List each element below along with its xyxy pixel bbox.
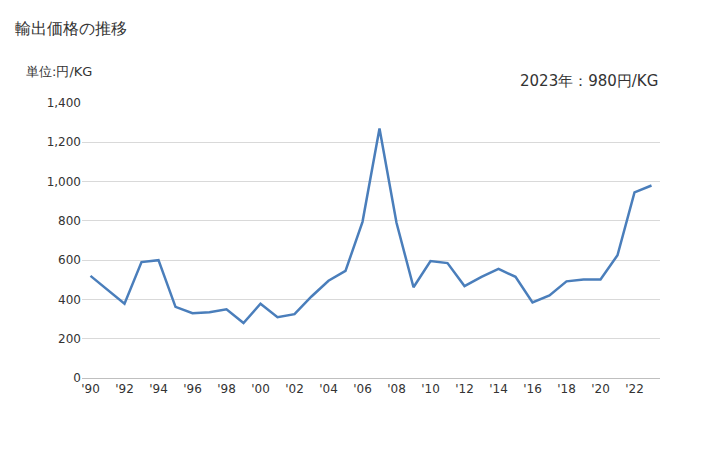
- svg-text:1,400: 1,400: [47, 96, 81, 110]
- svg-text:'12: '12: [455, 382, 474, 396]
- svg-text:'04: '04: [319, 382, 338, 396]
- svg-text:'98: '98: [217, 382, 236, 396]
- svg-text:'16: '16: [523, 382, 542, 396]
- svg-text:800: 800: [58, 214, 81, 228]
- svg-text:0: 0: [73, 371, 81, 385]
- svg-text:'10: '10: [421, 382, 440, 396]
- svg-text:輸出価格の推移: 輸出価格の推移: [15, 19, 127, 38]
- svg-text:400: 400: [58, 293, 81, 307]
- svg-text:'92: '92: [115, 382, 134, 396]
- svg-text:1,000: 1,000: [47, 175, 81, 189]
- svg-text:'08: '08: [387, 382, 406, 396]
- svg-text:'18: '18: [557, 382, 576, 396]
- svg-text:'14: '14: [489, 382, 508, 396]
- svg-text:1,200: 1,200: [47, 135, 81, 149]
- svg-text:'20: '20: [591, 382, 610, 396]
- svg-text:'02: '02: [285, 382, 304, 396]
- svg-text:200: 200: [58, 332, 81, 346]
- svg-text:単位:円/KG: 単位:円/KG: [26, 64, 92, 79]
- svg-text:2023年：980円/KG: 2023年：980円/KG: [520, 72, 658, 90]
- svg-text:'90: '90: [81, 382, 100, 396]
- svg-text:'94: '94: [149, 382, 168, 396]
- svg-text:'22: '22: [625, 382, 644, 396]
- svg-text:'06: '06: [353, 382, 372, 396]
- svg-text:600: 600: [58, 253, 81, 267]
- svg-text:'96: '96: [183, 382, 202, 396]
- svg-text:'00: '00: [251, 382, 270, 396]
